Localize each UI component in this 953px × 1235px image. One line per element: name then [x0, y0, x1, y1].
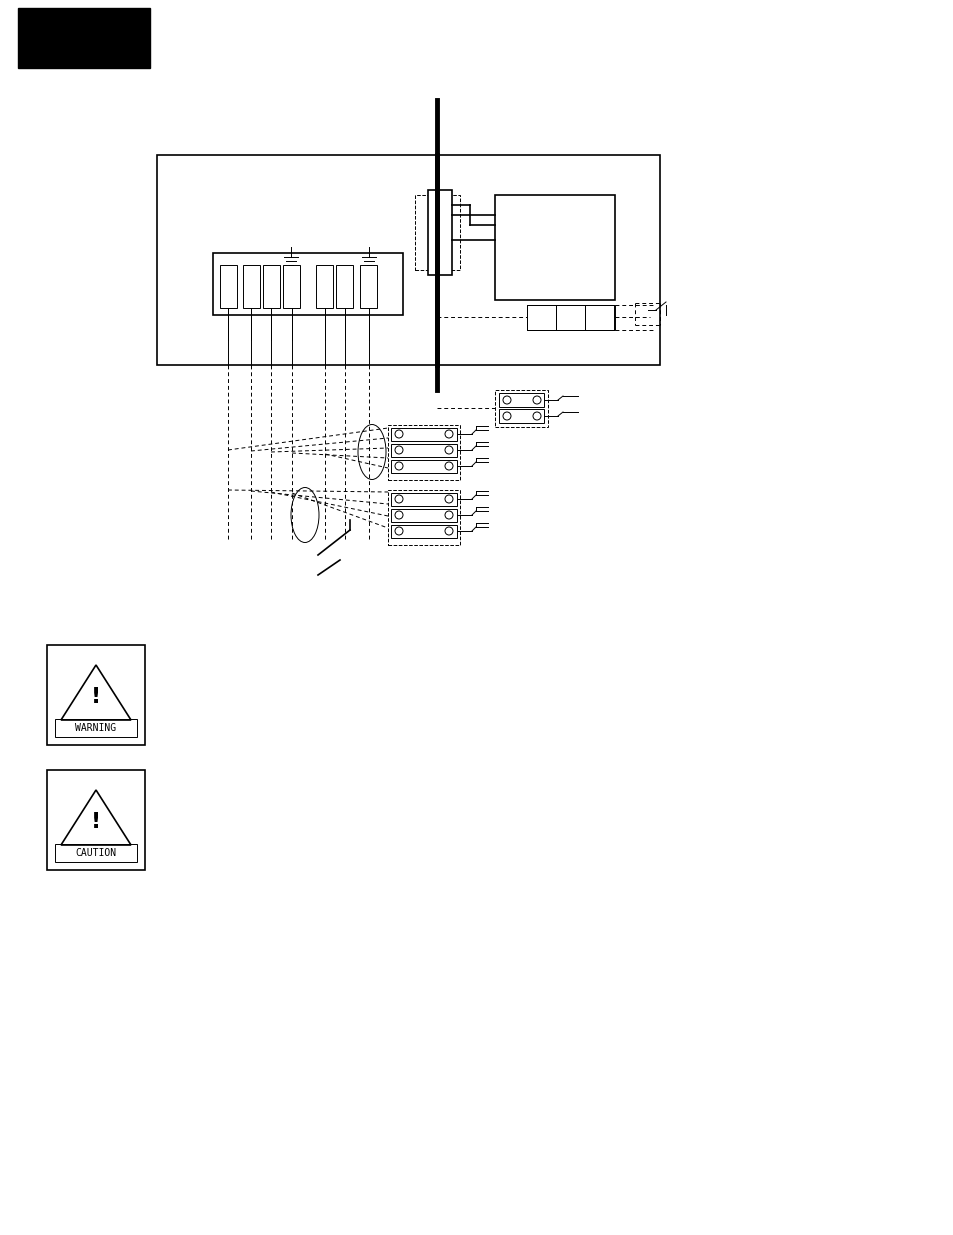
- Bar: [526, 305, 556, 330]
- Bar: [243, 266, 260, 308]
- Bar: [428, 190, 452, 275]
- Circle shape: [444, 446, 453, 454]
- Bar: [388, 490, 459, 545]
- Circle shape: [502, 412, 511, 420]
- Bar: [18, 7, 150, 68]
- Bar: [47, 645, 145, 745]
- Bar: [213, 253, 402, 315]
- Circle shape: [395, 430, 402, 438]
- Bar: [47, 769, 145, 869]
- Bar: [526, 305, 615, 330]
- Bar: [315, 266, 333, 308]
- Bar: [556, 305, 584, 330]
- Circle shape: [444, 430, 453, 438]
- Bar: [391, 525, 456, 538]
- Circle shape: [395, 527, 402, 535]
- Bar: [495, 390, 547, 427]
- Bar: [415, 195, 459, 270]
- Circle shape: [444, 527, 453, 535]
- Text: !: !: [91, 811, 101, 832]
- Bar: [391, 429, 456, 441]
- Bar: [495, 195, 615, 300]
- Bar: [359, 266, 376, 308]
- Circle shape: [533, 412, 540, 420]
- Bar: [498, 409, 543, 424]
- Circle shape: [395, 495, 402, 503]
- Circle shape: [444, 495, 453, 503]
- Circle shape: [502, 396, 511, 404]
- Text: !: !: [91, 687, 101, 706]
- Circle shape: [444, 511, 453, 519]
- Bar: [55, 719, 137, 737]
- Text: CAUTION: CAUTION: [75, 848, 116, 858]
- Bar: [157, 156, 659, 366]
- Bar: [263, 266, 280, 308]
- Bar: [335, 266, 353, 308]
- Circle shape: [395, 446, 402, 454]
- Bar: [283, 266, 299, 308]
- Bar: [220, 266, 236, 308]
- Bar: [391, 493, 456, 506]
- Bar: [498, 393, 543, 408]
- Bar: [55, 844, 137, 862]
- Bar: [388, 425, 459, 480]
- Bar: [391, 509, 456, 522]
- Text: WARNING: WARNING: [75, 722, 116, 734]
- Circle shape: [533, 396, 540, 404]
- Bar: [584, 305, 614, 330]
- Circle shape: [444, 462, 453, 471]
- Bar: [391, 459, 456, 473]
- Circle shape: [395, 462, 402, 471]
- Bar: [391, 445, 456, 457]
- Circle shape: [395, 511, 402, 519]
